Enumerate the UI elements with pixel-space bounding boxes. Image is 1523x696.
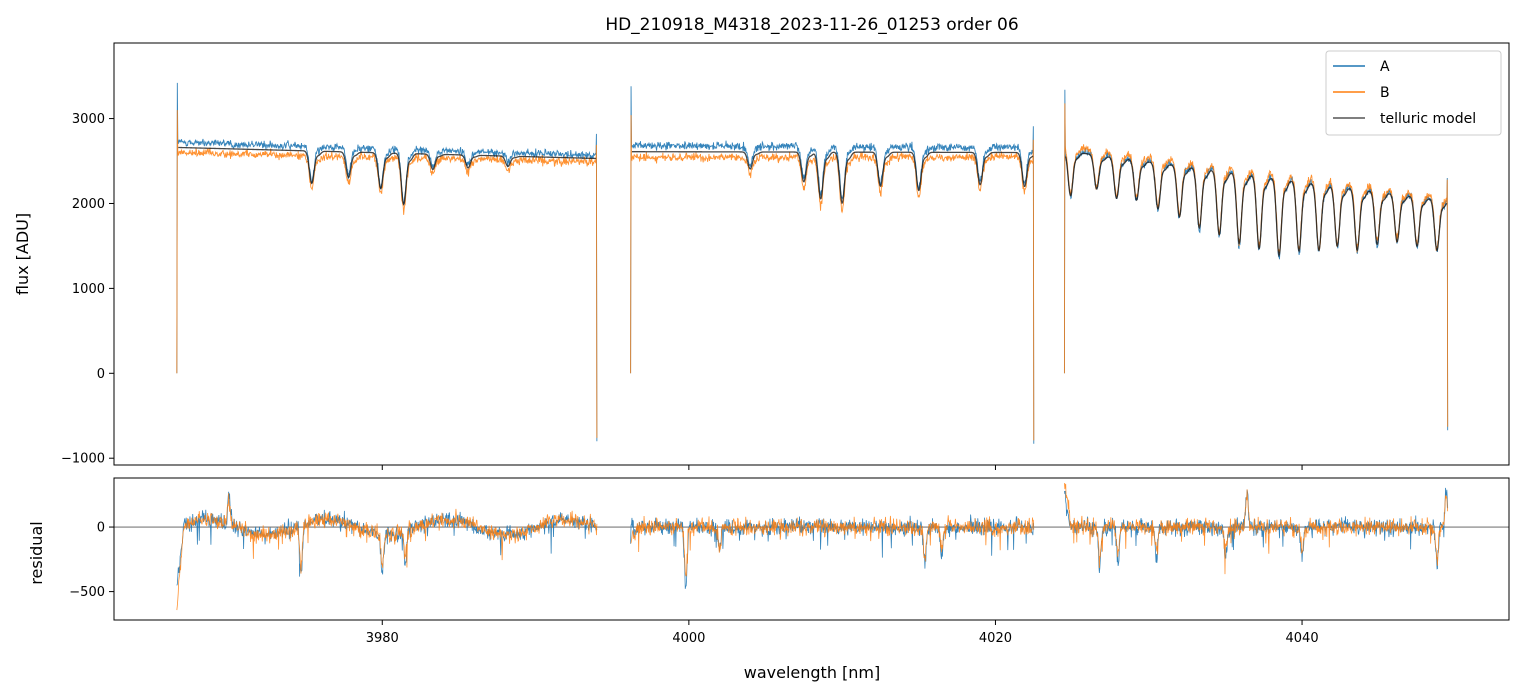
legend: A B telluric model	[1325, 50, 1502, 136]
main-ytick-label: 1000	[72, 282, 105, 297]
residual-panel: −500 0 3980 4000 4020 4040 residual waveleng…	[27, 477, 1510, 682]
residual-axes-frame	[113, 477, 1510, 621]
residual-xtick-label: 4000	[672, 631, 705, 646]
chart-title: HD_210918_M4318_2023-11-26_01253 order 0…	[605, 15, 1018, 35]
series-a-segment-0	[176, 82, 598, 442]
main-panel: −1000 0 1000 2000 3000 flux [ADU] A B tellur…	[13, 42, 1510, 470]
residual-b-segment-0	[176, 493, 598, 611]
residual-x-ticks: 3980 4000 4020 4040	[366, 620, 1319, 646]
residual-ylabel: residual	[27, 521, 46, 584]
main-ytick-label: 2000	[72, 197, 105, 212]
residual-xtick-label: 4020	[979, 631, 1012, 646]
series-b-segment-2	[1063, 103, 1449, 427]
residual-a-segment-0	[176, 491, 598, 586]
telluric-model-segment-0	[178, 146, 596, 206]
main-plot-area	[176, 82, 1449, 444]
telluric-model-segment-1	[631, 151, 1034, 205]
legend-label-telluric: telluric model	[1380, 111, 1476, 127]
main-ytick-label: 3000	[72, 112, 105, 127]
legend-label-a: A	[1380, 59, 1390, 75]
main-x-ticks	[381, 465, 1303, 470]
main-ylabel: flux [ADU]	[13, 213, 32, 295]
series-a-segment-2	[1063, 89, 1449, 431]
residual-xtick-label: 3980	[366, 631, 399, 646]
residual-b-segment-2	[1064, 482, 1449, 575]
residual-xtick-label: 4040	[1286, 631, 1319, 646]
residual-plot-area	[114, 482, 1509, 611]
main-y-ticks: −1000 0 1000 2000 3000	[61, 112, 114, 467]
telluric-model-segment-2	[1065, 152, 1448, 258]
residual-b-segment-1	[630, 515, 1035, 577]
legend-label-b: B	[1380, 85, 1390, 101]
residual-ytick-label: 0	[97, 521, 105, 536]
series-b-segment-1	[630, 115, 1035, 441]
residual-y-ticks: −500 0	[69, 521, 114, 600]
series-b-segment-0	[176, 110, 598, 438]
series-a-segment-1	[630, 86, 1035, 444]
residual-xlabel: wavelength [nm]	[744, 663, 881, 682]
main-ytick-label: −1000	[61, 452, 105, 467]
residual-ytick-label: −500	[69, 585, 105, 600]
main-axes-frame	[113, 42, 1510, 466]
main-ytick-label: 0	[97, 367, 105, 382]
legend-box	[1325, 50, 1502, 136]
